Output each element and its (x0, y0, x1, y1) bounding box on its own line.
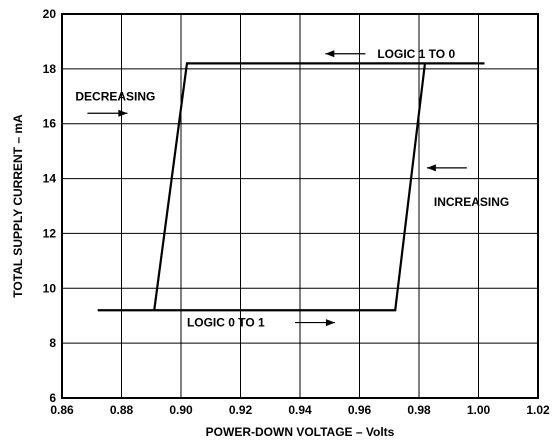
y-tick-labels: 6 8 10 12 14 16 18 20 (43, 7, 57, 405)
x-tick-label: 0.96 (348, 403, 372, 417)
logic-1-to-0-arrow-head (325, 50, 335, 58)
y-tick-label: 10 (43, 281, 57, 295)
x-tick-label: 1.00 (467, 403, 491, 417)
hysteresis-curve (97, 62, 485, 312)
data-series (97, 62, 485, 312)
x-tick-label: 0.90 (169, 403, 193, 417)
plot-frame (61, 13, 539, 399)
grid-lines (62, 14, 538, 398)
annotations: LOGIC 1 TO 0 DECREASING INCREASING LOGIC 0 … (75, 47, 509, 330)
decreasing-arrow-head (118, 109, 128, 117)
x-tick-label: 0.94 (288, 403, 312, 417)
y-tick-label: 14 (43, 172, 57, 186)
x-tick-label: 0.98 (407, 403, 431, 417)
y-tick-label: 20 (43, 7, 57, 21)
annotation-label: DECREASING (75, 89, 155, 103)
x-tick-label: 0.92 (229, 403, 253, 417)
annotation-label: LOGIC 1 TO 0 (377, 47, 455, 61)
annotation-label: LOGIC 0 TO 1 (187, 316, 265, 330)
y-tick-label: 8 (49, 336, 56, 350)
x-tick-label: 1.02 (526, 403, 550, 417)
y-tick-label: 18 (43, 62, 57, 76)
x-tick-label: 0.86 (50, 403, 74, 417)
y-axis-label: TOTAL SUPPLY CURRENT – mA (11, 114, 25, 298)
x-axis-label: POWER-DOWN VOLTAGE – Volts (206, 425, 395, 439)
logic-0-to-1-arrow-head (325, 319, 335, 327)
annotation-label: INCREASING (434, 195, 509, 209)
increasing-arrow-head (426, 164, 436, 172)
y-tick-label: 12 (43, 226, 57, 240)
x-tick-labels: 0.86 0.88 0.90 0.92 0.94 0.96 0.98 1.00 1.02 (50, 403, 550, 417)
y-tick-label: 16 (43, 117, 57, 131)
x-tick-label: 0.88 (110, 403, 134, 417)
y-tick-label: 6 (49, 391, 56, 405)
